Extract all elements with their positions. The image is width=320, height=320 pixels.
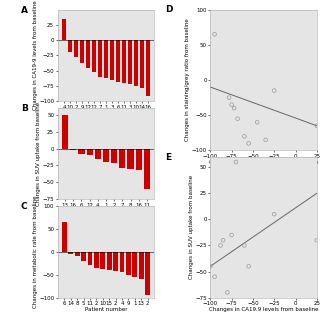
Bar: [92, 40, 96, 72]
Text: D: D: [165, 5, 173, 14]
Bar: [98, 40, 102, 77]
Text: B: B: [21, 104, 28, 113]
Bar: [86, 40, 90, 68]
Point: [212, 274, 217, 279]
Bar: [62, 222, 67, 252]
Bar: [127, 148, 134, 169]
Point: [229, 232, 234, 237]
Bar: [62, 115, 68, 148]
Bar: [94, 252, 99, 268]
Text: E: E: [165, 153, 172, 162]
Bar: [144, 148, 150, 189]
Y-axis label: Changes in SUV uptake from baseline: Changes in SUV uptake from baseline: [36, 101, 41, 206]
Bar: [132, 252, 137, 277]
Point: [272, 88, 277, 93]
Bar: [139, 252, 144, 279]
X-axis label: Patient number: Patient number: [85, 111, 127, 116]
Point: [314, 238, 319, 243]
Bar: [145, 252, 150, 295]
Y-axis label: Changes in CA19-9 levels from baseline: Changes in CA19-9 levels from baseline: [33, 1, 38, 110]
Bar: [62, 19, 67, 40]
Bar: [111, 148, 117, 164]
Point: [227, 95, 232, 100]
Point: [220, 238, 226, 243]
Bar: [133, 40, 138, 86]
Point: [229, 102, 234, 107]
Bar: [81, 252, 86, 261]
Y-axis label: Changes in SUV uptake from baseline: Changes in SUV uptake from baseline: [189, 175, 194, 279]
Bar: [68, 252, 73, 254]
Point: [246, 141, 251, 146]
Bar: [119, 148, 125, 168]
Bar: [136, 148, 142, 170]
X-axis label: Changes in CA19.9 levels from baseline: Changes in CA19.9 levels from baseline: [209, 308, 318, 312]
Text: C: C: [21, 202, 28, 211]
Point: [272, 212, 277, 217]
Bar: [103, 148, 109, 162]
Bar: [95, 148, 101, 159]
Bar: [68, 40, 72, 52]
Bar: [74, 40, 78, 57]
Bar: [100, 252, 105, 269]
Bar: [87, 148, 93, 155]
Y-axis label: Changes in metabolic rate from baseline: Changes in metabolic rate from baseline: [33, 196, 38, 308]
Bar: [88, 252, 92, 266]
Point: [263, 137, 268, 142]
X-axis label: Changes in CA19.9 levels from baseline: Changes in CA19.9 levels from baseline: [209, 160, 318, 165]
Bar: [120, 252, 124, 272]
Point: [255, 120, 260, 125]
Point: [246, 264, 251, 269]
Bar: [110, 40, 114, 80]
Bar: [78, 148, 84, 154]
X-axis label: Patient number: Patient number: [85, 209, 127, 214]
Point: [212, 32, 217, 37]
Bar: [80, 40, 84, 63]
Bar: [140, 40, 144, 88]
X-axis label: Patient number: Patient number: [85, 308, 127, 312]
Point: [218, 243, 223, 248]
Point: [314, 123, 319, 128]
Bar: [104, 40, 108, 78]
Bar: [128, 40, 132, 84]
Text: A: A: [21, 6, 28, 15]
Y-axis label: Changes in staining/grey ratio from baseline: Changes in staining/grey ratio from base…: [185, 19, 190, 141]
Bar: [122, 40, 126, 83]
Bar: [126, 252, 131, 275]
Bar: [146, 40, 150, 96]
Point: [208, 264, 213, 269]
Point: [242, 243, 247, 248]
Bar: [107, 252, 112, 270]
Point: [232, 106, 237, 111]
Bar: [70, 148, 76, 150]
Bar: [113, 252, 118, 271]
Point: [242, 134, 247, 139]
Point: [233, 159, 238, 164]
Point: [235, 116, 240, 121]
Point: [225, 290, 230, 295]
Bar: [75, 252, 80, 256]
Bar: [116, 40, 120, 82]
